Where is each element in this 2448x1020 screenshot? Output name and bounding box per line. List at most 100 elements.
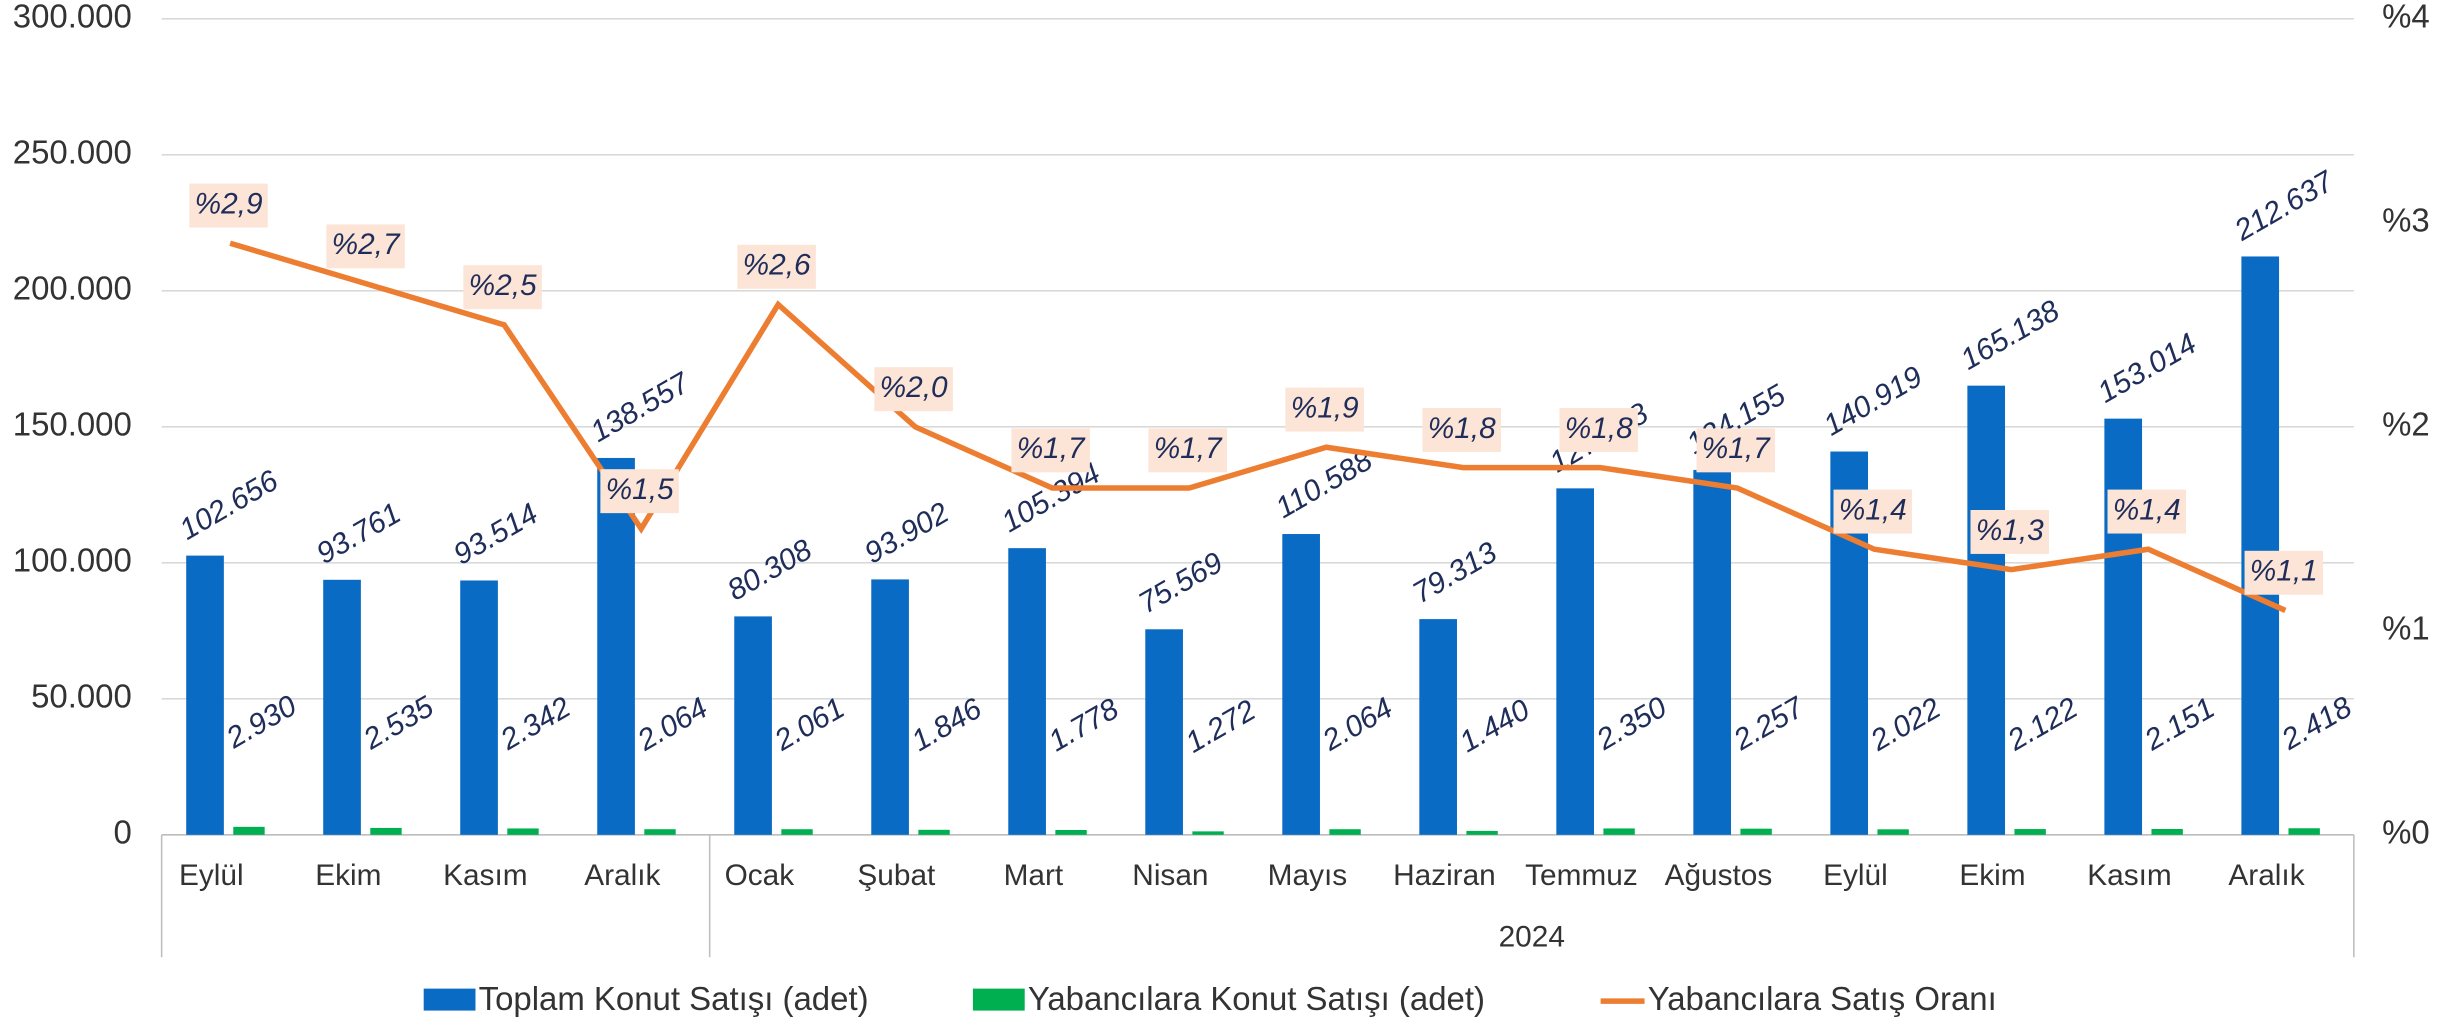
data-label: %2,5 <box>469 269 537 302</box>
bar <box>1192 831 1224 835</box>
label-box <box>600 469 679 514</box>
data-label: %1,8 <box>1565 412 1633 445</box>
label-box <box>737 244 816 289</box>
bar <box>460 580 498 835</box>
label-box <box>1148 428 1227 473</box>
data-label: %1,1 <box>2250 555 2318 588</box>
bar <box>233 826 265 835</box>
x-tick-label: Nisan <box>1132 859 1208 892</box>
x-tick-label: Ekim <box>1959 859 2025 892</box>
y-tick-label: 0 <box>113 814 131 851</box>
data-label: 2.064 <box>631 691 713 757</box>
bar <box>323 579 361 835</box>
bar <box>1008 548 1046 835</box>
label-box <box>189 183 268 228</box>
bar <box>781 829 813 835</box>
data-label: 140.919 <box>1818 360 1928 442</box>
data-label: %1,7 <box>1702 432 1771 465</box>
data-label: %1,4 <box>1839 493 1907 526</box>
bar <box>2288 828 2320 835</box>
bar <box>186 555 224 835</box>
legend-label: Yabancılara Satış Oranı <box>1648 980 1997 1017</box>
x-tick-label: Aralık <box>584 859 660 892</box>
data-label: 153.014 <box>2092 327 2202 409</box>
x-tick-label: Mart <box>1004 859 1064 892</box>
bar <box>597 457 635 835</box>
data-label: 2.061 <box>768 692 850 758</box>
data-label: %1,3 <box>1976 514 2044 547</box>
label-box <box>1559 408 1638 452</box>
legend-label: Toplam Konut Satışı (adet) <box>479 980 869 1017</box>
bar <box>2241 256 2280 835</box>
legend-label: Yabancılara Konut Satışı (adet) <box>1028 980 1485 1017</box>
label-box <box>1285 387 1364 432</box>
data-label: %1,9 <box>1291 391 1359 424</box>
data-label: 110.588 <box>1270 443 1378 525</box>
label-box <box>874 367 953 412</box>
label-box <box>463 265 542 310</box>
data-label: %2,9 <box>195 187 263 220</box>
bar <box>2014 829 2046 835</box>
data-label: 2.535 <box>357 690 439 757</box>
data-label: 2.350 <box>1590 691 1672 758</box>
y2-tick-label: %3 <box>2382 202 2430 239</box>
bar <box>871 579 909 835</box>
data-label: 2.418 <box>2275 690 2357 757</box>
y-tick-label: 150.000 <box>13 406 132 443</box>
data-label: 93.761 <box>311 497 406 571</box>
y2-tick-label: %0 <box>2382 814 2430 851</box>
data-label: %1,5 <box>606 473 674 506</box>
data-label: 2.257 <box>1727 690 1810 757</box>
y2-tick-label: %1 <box>2382 610 2430 647</box>
bar <box>1877 829 1909 835</box>
bar <box>1603 828 1635 835</box>
label-box <box>2107 489 2186 534</box>
label-box <box>1970 510 2049 554</box>
data-label: 1.272 <box>1180 693 1261 759</box>
bar <box>370 827 402 835</box>
x-tick-label: Ağustos <box>1665 859 1773 892</box>
data-label: 2.122 <box>2001 691 2083 758</box>
data-label: %1,8 <box>1428 412 1496 445</box>
data-label: %1,7 <box>1154 432 1223 465</box>
bar <box>1967 385 2006 835</box>
x-tick-label: Şubat <box>857 859 936 892</box>
bar <box>1145 629 1183 835</box>
bar <box>2104 418 2143 835</box>
bar <box>734 616 772 835</box>
legend-swatch <box>423 988 476 1011</box>
bar <box>507 828 539 835</box>
data-label: 138.557 <box>585 366 696 449</box>
bar <box>1329 829 1361 835</box>
label-box <box>1422 408 1501 452</box>
bar <box>1740 828 1772 835</box>
label-box <box>1696 428 1775 473</box>
x-tick-label: Mayıs <box>1268 859 1347 892</box>
data-label: 75.569 <box>1133 546 1228 620</box>
y-tick-label: 200.000 <box>13 270 132 307</box>
data-label: 1.778 <box>1043 692 1124 758</box>
bar <box>644 829 676 835</box>
data-label: 212.637 <box>2228 164 2340 248</box>
bar <box>1466 830 1498 835</box>
x-tick-label: Haziran <box>1393 859 1496 892</box>
x-tick-label: Aralık <box>2228 859 2304 892</box>
x-tick-label: Eylül <box>1823 859 1888 892</box>
y-tick-label: 50.000 <box>31 678 132 715</box>
y2-tick-label: %2 <box>2382 406 2430 443</box>
bar <box>2151 828 2183 835</box>
data-label: %1,4 <box>2113 493 2181 526</box>
data-label: %2,7 <box>332 228 401 261</box>
label-box <box>326 224 405 269</box>
data-label: 102.656 <box>174 464 284 547</box>
label-box <box>2244 550 2324 595</box>
bar <box>918 829 950 835</box>
y-tick-label: 250.000 <box>13 134 132 171</box>
data-label: 79.313 <box>1407 536 1503 610</box>
data-label: 93.902 <box>859 496 955 570</box>
x-tick-label: Kasım <box>443 859 527 892</box>
data-label: 80.308 <box>722 533 818 607</box>
y2-tick-label: %4 <box>2382 0 2430 35</box>
bar <box>1556 488 1594 835</box>
data-label: 2.151 <box>2138 691 2220 757</box>
